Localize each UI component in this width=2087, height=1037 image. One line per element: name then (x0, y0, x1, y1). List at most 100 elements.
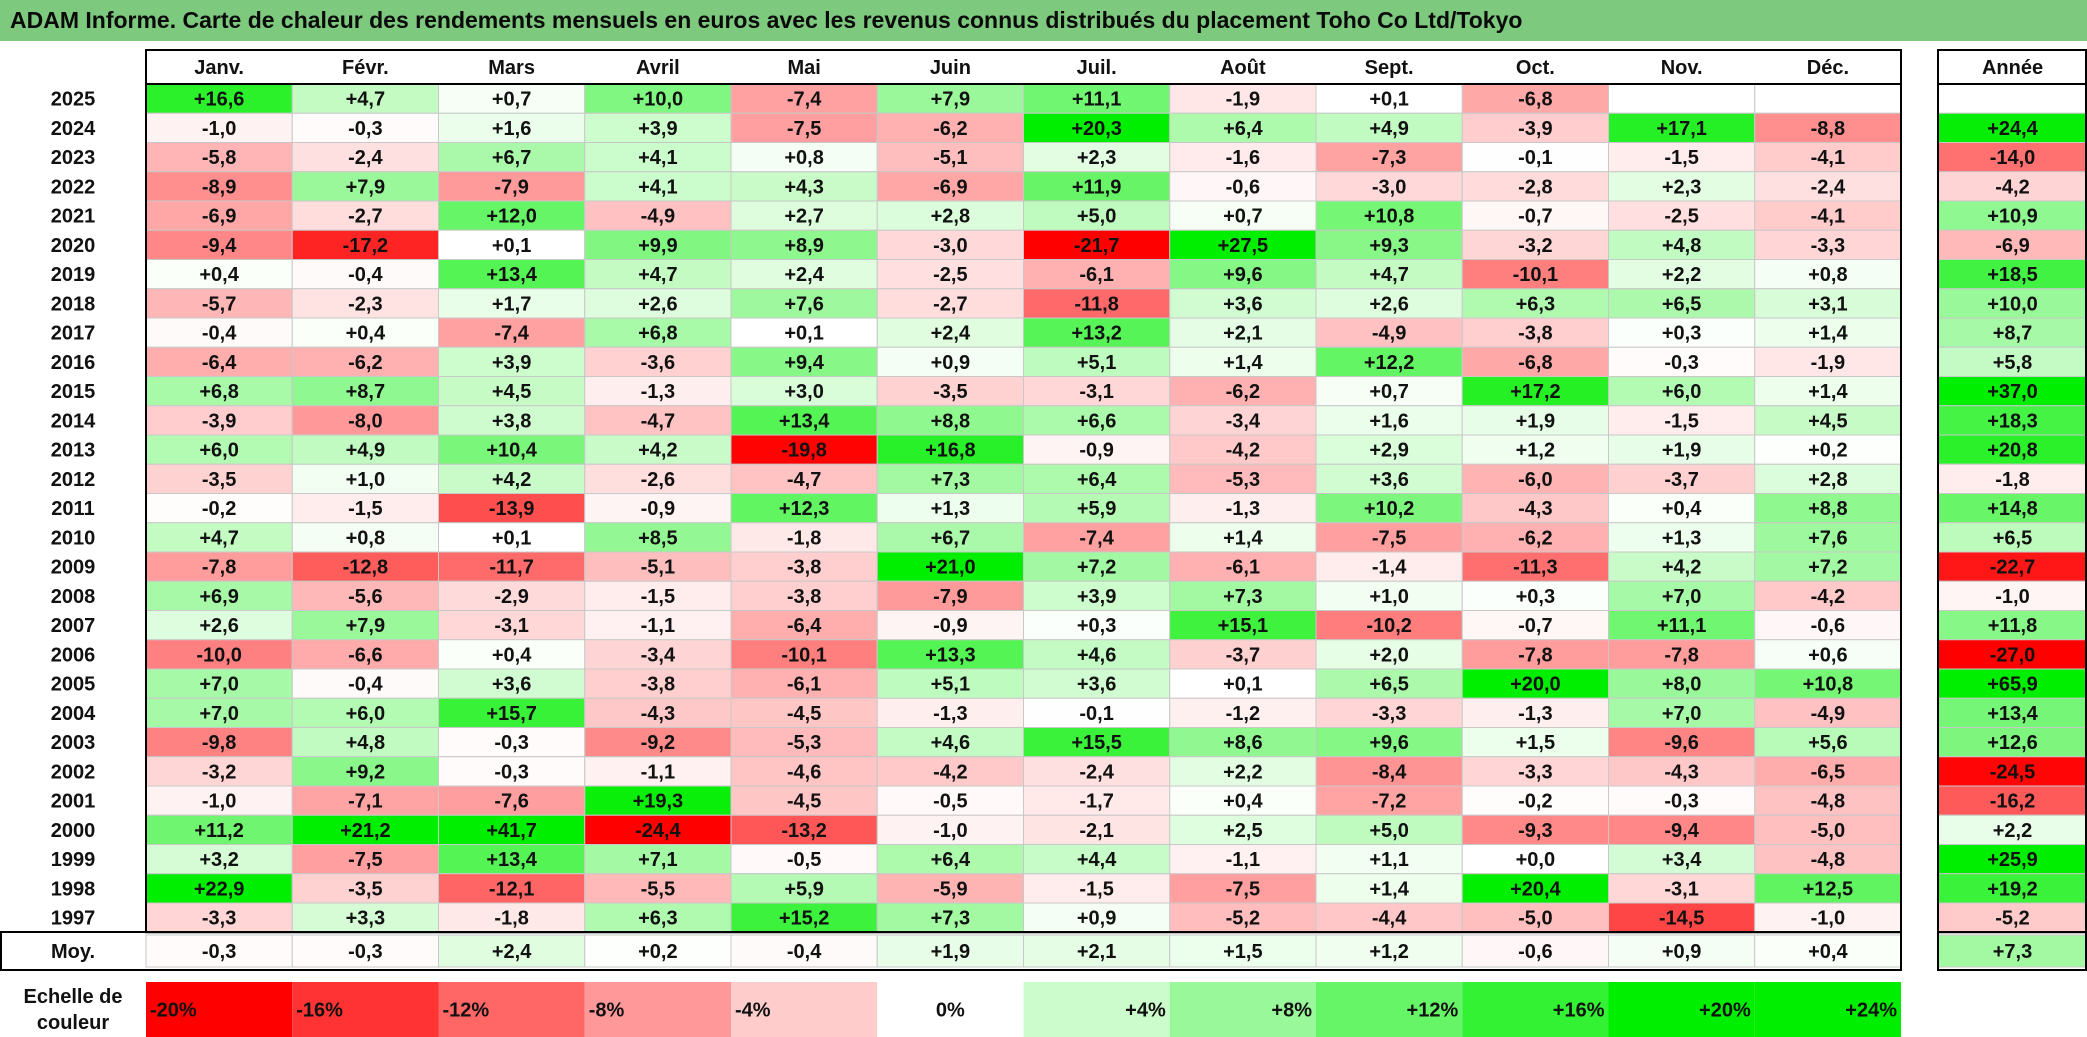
cell-value: +3,4 (1662, 849, 1702, 871)
cell-value: +9,4 (784, 352, 824, 374)
heatmap-cell (145, 259, 293, 290)
cell-value: -3,1 (1664, 878, 1698, 900)
heatmap-cell (1461, 873, 1609, 904)
scale-swatch (1462, 982, 1609, 1037)
heatmap-cell (1461, 610, 1609, 641)
cell-value: +19,3 (633, 791, 684, 813)
heatmap-cell (1608, 756, 1756, 787)
cell-value: +11,1 (1072, 89, 1122, 111)
cell-value: -1,5 (1664, 410, 1698, 432)
cell-value: +6,0 (199, 440, 238, 462)
heatmap-cell (1169, 142, 1317, 173)
annual-value: +24,4 (1987, 118, 2038, 140)
cell-value: +1,4 (1808, 381, 1848, 403)
annual-value: +10,0 (1987, 293, 2038, 315)
cell-value: -1,9 (1226, 89, 1260, 111)
cell-value: +6,8 (199, 381, 238, 403)
annual-value: +6,5 (1993, 527, 2032, 549)
cell-value: -1,6 (1226, 147, 1260, 169)
heatmap-cell (291, 405, 439, 436)
heatmap-cell (438, 493, 586, 524)
annual-value: +25,9 (1987, 849, 2038, 871)
cell-value: +5,1 (1077, 352, 1116, 374)
cell-value: -1,5 (641, 586, 675, 608)
row-year-label: 1997 (51, 908, 96, 930)
cell-value: +1,0 (346, 469, 385, 491)
heatmap-cell (1754, 229, 1902, 260)
heatmap-cell (291, 785, 439, 816)
scale-swatch (438, 982, 585, 1037)
cell-value: +4,4 (1077, 849, 1117, 871)
heatmap-cell (1608, 610, 1756, 641)
cell-value: -3,1 (494, 615, 528, 637)
cell-value: +5,9 (784, 878, 823, 900)
row-year-label: 2002 (51, 761, 96, 783)
heatmap-cell (1023, 405, 1171, 436)
year-column-header: Année (1982, 57, 2043, 79)
cell-value: +0,1 (784, 323, 823, 345)
heatmap-cell (730, 697, 878, 728)
cell-value: +3,9 (492, 352, 531, 374)
cell-value: +6,6 (1077, 410, 1116, 432)
heatmap-cell (1023, 229, 1171, 260)
cell-value: -5,0 (1518, 908, 1552, 930)
cell-value: +0,9 (1077, 908, 1116, 930)
scale-swatch (1023, 982, 1170, 1037)
average-annual-frame (1937, 931, 2087, 971)
row-year-label: 2000 (51, 820, 96, 842)
cell-value: +12,2 (1364, 352, 1415, 374)
scale-step-label: -20% (150, 1000, 197, 1022)
heatmap-cell (438, 639, 586, 670)
cell-value: +1,1 (1369, 849, 1408, 871)
heatmap-cell (1608, 522, 1756, 553)
heatmap-cell (1169, 463, 1317, 494)
heatmap-cell (1023, 112, 1171, 143)
cell-value: +2,3 (1662, 176, 1701, 198)
cell-value: -2,4 (1079, 761, 1114, 783)
cell-value: -4,3 (1664, 761, 1698, 783)
cell-value: -0,4 (348, 674, 383, 696)
heatmap-cell (1023, 317, 1171, 348)
cell-value: -6,1 (787, 674, 821, 696)
cell-value: +7,9 (931, 89, 970, 111)
heatmap-cell (291, 434, 439, 465)
column-header: Févr. (342, 57, 389, 79)
row-year-label: 2003 (51, 732, 96, 754)
heatmap-cell (730, 434, 878, 465)
cell-value: -19,8 (781, 440, 827, 462)
heatmap-cell (584, 112, 732, 143)
scale-swatch (1169, 982, 1316, 1037)
cell-value: +4,1 (638, 176, 677, 198)
cell-value: +1,7 (492, 293, 531, 315)
cell-value: +1,4 (1223, 352, 1263, 374)
annual-value: -1,8 (1995, 469, 2029, 491)
annual-value: +12,6 (1987, 732, 2038, 754)
cell-value: +20,4 (1510, 878, 1561, 900)
cell-value: +7,0 (1662, 586, 1701, 608)
cell-value: +2,6 (638, 293, 677, 315)
cell-value: -0,6 (1226, 176, 1260, 198)
heatmap-cell (1169, 434, 1317, 465)
heatmap-cell (1023, 668, 1171, 699)
cell-value: +9,2 (346, 761, 385, 783)
average-cell (876, 934, 1024, 968)
cell-value: +6,0 (346, 703, 385, 725)
heatmap-cell (584, 200, 732, 231)
cell-value: +5,1 (931, 674, 970, 696)
heatmap-cell (291, 610, 439, 641)
heatmap-cell (1461, 785, 1609, 816)
scale-step-label: -12% (443, 1000, 490, 1022)
cell-value: +11,9 (1072, 176, 1122, 198)
annual-value: +18,3 (1987, 410, 2038, 432)
heatmap-cell (1608, 200, 1756, 231)
cell-value: +4,7 (199, 527, 238, 549)
cell-value: -10,0 (196, 644, 242, 666)
heatmap-cell (1754, 463, 1902, 494)
heatmap-cell (1169, 405, 1317, 436)
cell-value: +12,5 (1803, 878, 1854, 900)
cell-value: +7,3 (931, 469, 970, 491)
cell-value: -6,2 (348, 352, 382, 374)
cell-value: +4,5 (492, 381, 531, 403)
cell-value: +15,7 (486, 703, 537, 725)
